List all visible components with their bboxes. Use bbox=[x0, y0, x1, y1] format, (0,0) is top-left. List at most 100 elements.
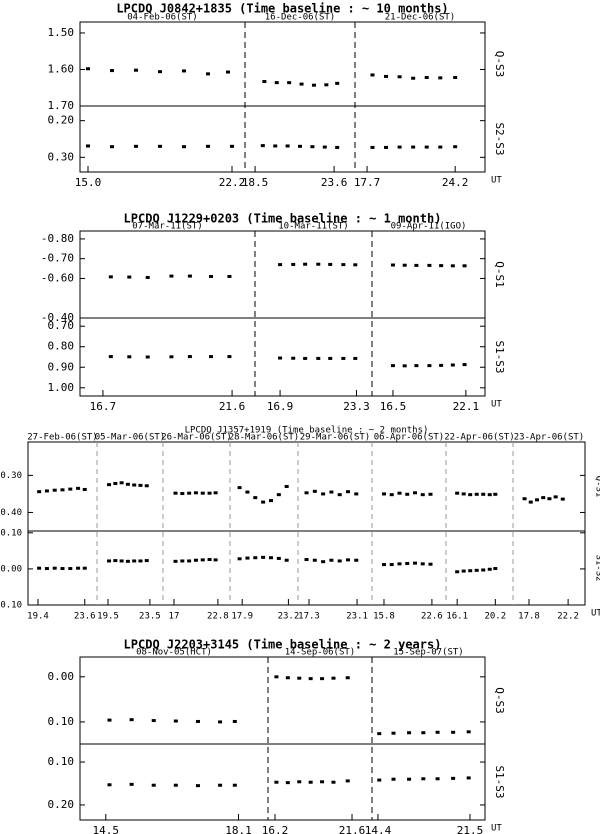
plot-frame bbox=[79, 656, 486, 821]
data-point bbox=[468, 493, 473, 497]
data-point bbox=[535, 498, 539, 502]
y-tick-label: 0.10 bbox=[0, 601, 22, 611]
data-point bbox=[237, 486, 242, 490]
y-tick-label: 1.50 bbox=[48, 26, 75, 39]
data-point bbox=[370, 145, 375, 149]
data-point bbox=[134, 144, 138, 148]
data-point bbox=[287, 81, 292, 85]
data-point bbox=[37, 566, 42, 570]
data-point bbox=[129, 782, 134, 786]
data-point bbox=[52, 488, 57, 492]
data-point bbox=[173, 783, 178, 787]
data-point bbox=[493, 492, 498, 496]
data-point bbox=[337, 559, 342, 563]
data-point bbox=[262, 80, 267, 84]
row-label: S1-S3 bbox=[493, 765, 506, 798]
x-tick-label: 16.1 bbox=[446, 612, 468, 622]
data-point bbox=[273, 144, 278, 148]
data-point bbox=[291, 262, 296, 266]
data-point bbox=[462, 264, 467, 268]
data-point bbox=[125, 559, 130, 563]
data-point bbox=[213, 491, 218, 495]
row-label: Q-S1 bbox=[493, 261, 506, 288]
data-point bbox=[407, 731, 412, 735]
data-point bbox=[144, 559, 149, 563]
data-point bbox=[173, 559, 178, 563]
data-point bbox=[414, 364, 419, 368]
data-point bbox=[335, 145, 340, 149]
data-point bbox=[268, 499, 273, 503]
data-point bbox=[420, 562, 425, 566]
x-tick-label: 22.2 bbox=[557, 612, 579, 622]
data-point bbox=[60, 567, 65, 571]
x-tick-label: 16.9 bbox=[267, 400, 294, 413]
data-point bbox=[391, 731, 396, 735]
data-point bbox=[345, 779, 350, 783]
x-tick-label: 18.5 bbox=[242, 176, 269, 189]
data-point bbox=[481, 492, 486, 496]
data-point bbox=[439, 264, 444, 268]
y-tick-label: 1.00 bbox=[48, 381, 75, 394]
data-point bbox=[151, 719, 156, 723]
data-point bbox=[44, 567, 49, 571]
x-axis-label: UT bbox=[491, 400, 502, 410]
data-point bbox=[487, 493, 492, 497]
data-point bbox=[466, 730, 471, 734]
data-point bbox=[253, 556, 258, 560]
data-point bbox=[230, 144, 234, 148]
data-point bbox=[522, 497, 527, 501]
data-point bbox=[316, 356, 321, 360]
y-tick-label: 1.70 bbox=[48, 99, 75, 112]
y-tick-label: 0.90 bbox=[48, 360, 75, 373]
data-point bbox=[268, 556, 273, 560]
data-point bbox=[451, 730, 456, 734]
data-point bbox=[113, 482, 118, 486]
y-tick-label: 0.00 bbox=[0, 564, 22, 574]
data-point bbox=[107, 783, 112, 787]
night-label: 04-Feb-06(ST) bbox=[127, 13, 197, 23]
data-point bbox=[138, 559, 143, 563]
data-point bbox=[316, 262, 321, 266]
data-point bbox=[345, 490, 350, 494]
data-point bbox=[119, 559, 124, 563]
plot-frame bbox=[27, 441, 586, 606]
data-point bbox=[341, 356, 346, 360]
data-point bbox=[60, 488, 65, 492]
data-point bbox=[493, 567, 498, 571]
data-point bbox=[397, 491, 402, 495]
data-point bbox=[337, 493, 342, 497]
data-point bbox=[298, 144, 302, 148]
data-point bbox=[285, 781, 290, 785]
data-point bbox=[274, 675, 279, 679]
data-point bbox=[321, 492, 326, 496]
night-label: 08-Nov-05(HCT) bbox=[136, 648, 212, 658]
x-tick-label: 21.6 bbox=[339, 824, 366, 834]
x-tick-label: 17.3 bbox=[298, 612, 320, 622]
y-tick-label: 0.30 bbox=[0, 471, 22, 481]
data-point bbox=[397, 562, 402, 566]
data-point bbox=[245, 490, 250, 494]
data-point bbox=[187, 355, 192, 359]
data-point bbox=[76, 566, 81, 570]
chart-title: LPCDQ J1357+1919 (Time baseline : ~ 2 mo… bbox=[185, 426, 429, 436]
data-point bbox=[180, 559, 185, 563]
data-point bbox=[108, 355, 113, 359]
data-point bbox=[407, 777, 412, 781]
data-point bbox=[187, 491, 192, 495]
data-point bbox=[308, 780, 313, 784]
data-point bbox=[331, 780, 336, 784]
data-point bbox=[397, 145, 402, 149]
data-point bbox=[384, 145, 389, 149]
data-point bbox=[208, 274, 213, 278]
x-tick-label: 24.2 bbox=[442, 176, 469, 189]
data-point bbox=[285, 676, 290, 680]
plot-frame bbox=[79, 230, 486, 397]
x-axis-label: UT bbox=[491, 176, 502, 186]
data-point bbox=[261, 555, 266, 559]
data-point bbox=[180, 492, 185, 496]
data-point bbox=[37, 490, 42, 494]
y-tick-label: -0.10 bbox=[0, 528, 22, 538]
data-point bbox=[354, 558, 359, 562]
data-point bbox=[86, 67, 90, 71]
data-point bbox=[310, 145, 315, 149]
